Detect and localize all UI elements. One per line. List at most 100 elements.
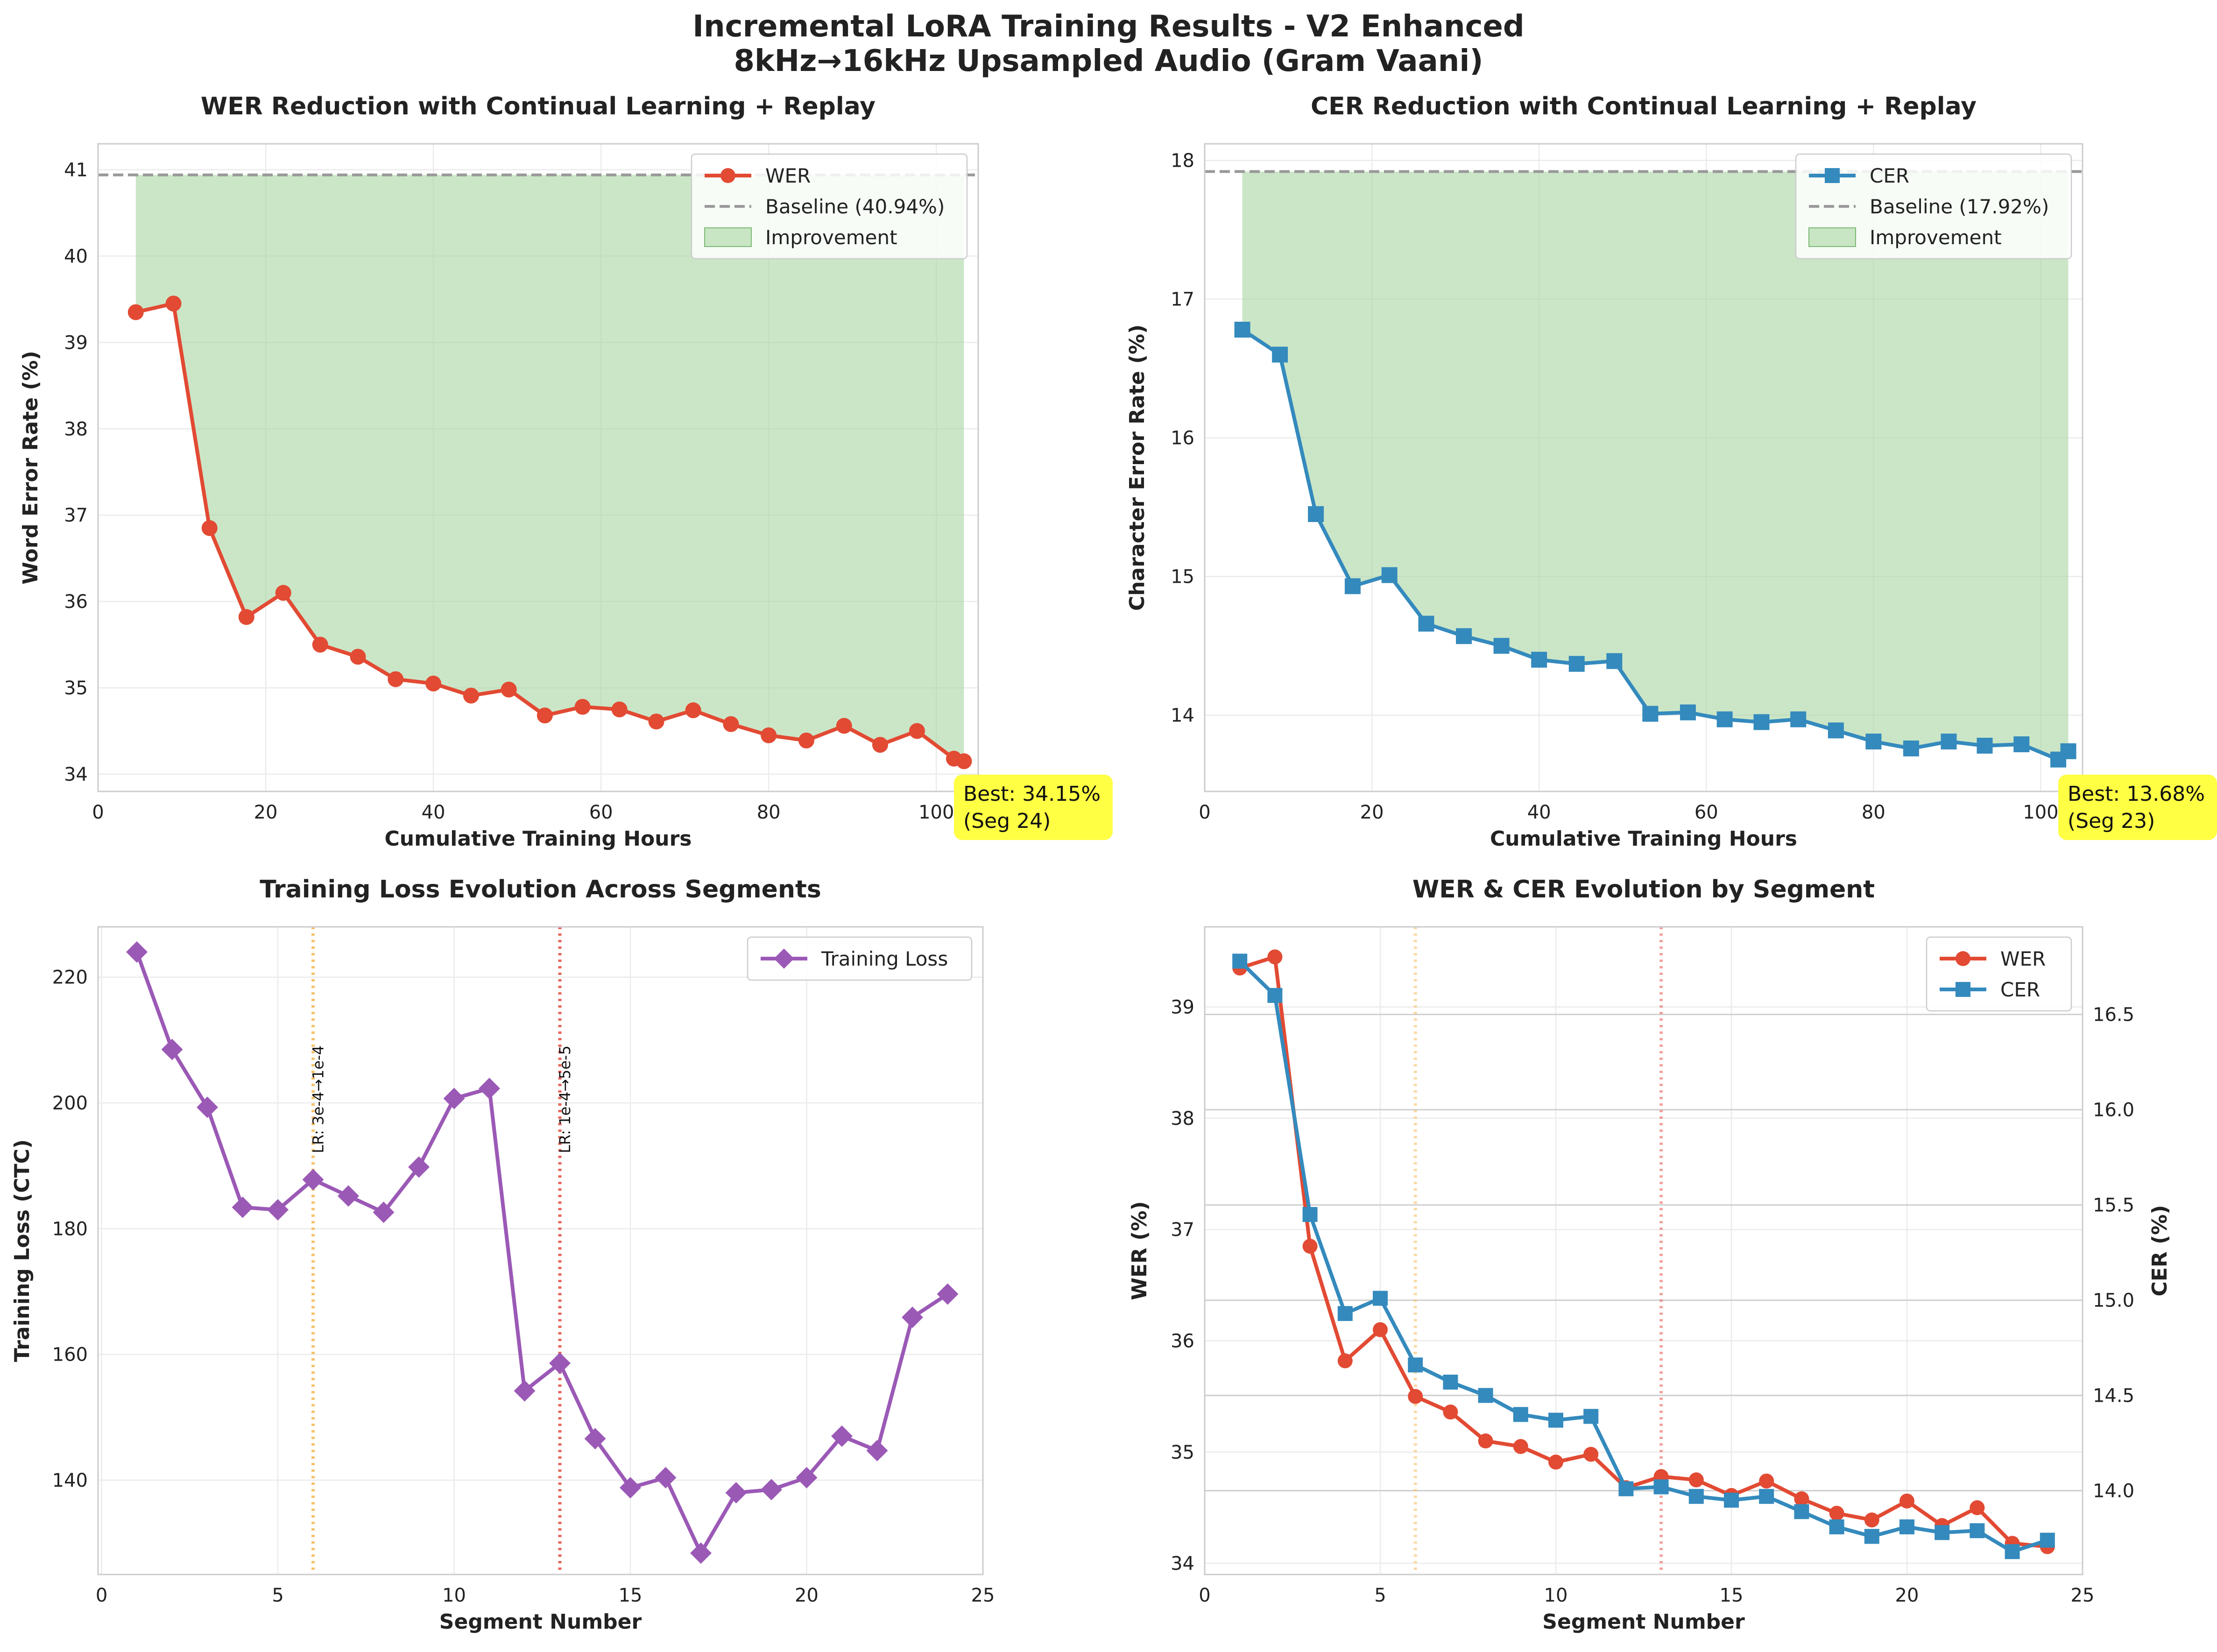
data-point	[537, 707, 553, 724]
data-point	[866, 1440, 888, 1461]
data-point	[574, 699, 591, 715]
y-tick-label: 37	[1171, 1219, 1194, 1241]
data-point	[1606, 653, 1623, 669]
data-point	[312, 636, 328, 653]
x-tick-label: 100	[918, 802, 954, 823]
x-tick-label: 80	[757, 802, 781, 823]
y-tick-label: 14	[1171, 705, 1194, 727]
y-tick-label: 38	[64, 418, 88, 440]
data-point	[685, 702, 701, 719]
figure-title-line2: 8kHz→16kHz Upsampled Audio (Gram Vaani)	[734, 44, 1483, 78]
data-point	[1531, 651, 1547, 668]
x-tick-label: 80	[1862, 802, 1885, 823]
data-point	[1234, 321, 1250, 338]
data-point	[909, 723, 925, 739]
x-tick-label: 20	[1895, 1585, 1919, 1606]
cer-hours-chart: CER Reduction with Continual Learning + …	[1125, 92, 2217, 851]
lr-marker-label: LR: 1e-4→5e-5	[556, 1045, 574, 1153]
lr-marker-label: LR: 3e-4→1e-4	[310, 1045, 327, 1153]
legend-marker	[1956, 951, 1970, 966]
y-tick-label: 180	[52, 1218, 88, 1240]
data-point	[2013, 736, 2030, 753]
wer-data-point	[1443, 1405, 1458, 1420]
cer-data-point	[1443, 1374, 1458, 1390]
y-right-tick-label: 14.5	[2093, 1385, 2134, 1407]
legend-patch	[1808, 227, 1856, 247]
y-tick-label: 34	[64, 764, 88, 785]
data-point	[1680, 704, 1696, 720]
data-point	[443, 1087, 465, 1109]
cer-data-point	[1935, 1525, 1950, 1540]
x-axis-label: Cumulative Training Hours	[1490, 827, 1797, 851]
data-point	[275, 585, 291, 601]
y-tick-label: 16	[1171, 428, 1194, 449]
data-point	[611, 701, 628, 718]
chart-title: CER Reduction with Continual Learning + …	[1311, 92, 1977, 120]
x-tick-label: 0	[1199, 1585, 1210, 1606]
y-tick-label: 35	[1171, 1442, 1194, 1463]
wer-data-point	[1583, 1447, 1599, 1462]
data-point	[1272, 346, 1288, 363]
data-point	[126, 941, 148, 963]
data-point	[1716, 711, 1733, 727]
data-point	[831, 1425, 853, 1447]
legend-marker	[720, 168, 735, 183]
x-axis-label: Segment Number	[439, 1610, 642, 1634]
data-point	[350, 649, 366, 665]
wer-data-point	[1829, 1505, 1844, 1521]
cer-data-point	[1408, 1357, 1423, 1373]
cer-data-point	[1478, 1388, 1493, 1403]
wer-data-point	[1688, 1472, 1704, 1488]
training-loss-chart: Training Loss Evolution Across Segments 0…	[10, 875, 995, 1634]
y-left-axis-label: WER (%)	[1128, 1201, 1151, 1300]
data-point	[197, 1096, 218, 1118]
x-tick-label: 20	[1360, 802, 1384, 823]
cer-data-point	[1794, 1504, 1809, 1519]
legend-label: Improvement	[765, 226, 897, 249]
y-tick-label: 41	[64, 159, 88, 181]
x-tick-label: 5	[1374, 1585, 1386, 1606]
chart-title: WER Reduction with Continual Learning + …	[201, 92, 876, 120]
x-tick-label: 0	[96, 1585, 107, 1606]
data-point	[1381, 567, 1398, 583]
data-point	[798, 732, 814, 748]
x-tick-label: 25	[971, 1585, 995, 1606]
legend-box	[1795, 153, 2072, 260]
data-point	[1865, 734, 1882, 750]
cer-data-point	[1759, 1489, 1774, 1504]
legend-label: Improvement	[1870, 226, 2002, 249]
wer-data-point	[1513, 1439, 1528, 1454]
best-annotation-line1: Best: 13.68%	[2068, 782, 2205, 806]
cer-data-point	[1618, 1481, 1634, 1497]
x-tick-label: 0	[1199, 802, 1210, 823]
cer-data-point	[1302, 1207, 1318, 1222]
legend-box	[1926, 936, 2072, 1012]
data-point	[723, 716, 739, 732]
x-tick-label: 20	[254, 802, 278, 823]
data-point	[1456, 628, 1472, 644]
y-tick-label: 40	[64, 246, 88, 267]
data-point	[1828, 722, 1844, 739]
data-point	[1977, 737, 1993, 754]
y-tick-label: 15	[1171, 566, 1194, 588]
data-point	[1941, 734, 1957, 750]
cer-data-point	[1864, 1529, 1879, 1544]
improvement-area	[1242, 171, 2069, 760]
cer-data-point	[1583, 1409, 1599, 1424]
plot-frame	[97, 926, 984, 1575]
cer-data-point	[2040, 1532, 2055, 1548]
cer-data-point	[1373, 1291, 1388, 1306]
wer-data-point	[1267, 949, 1283, 965]
data-point	[1344, 578, 1361, 594]
y-right-tick-label: 14.0	[2093, 1481, 2134, 1502]
y-tick-label: 37	[64, 505, 88, 526]
wer-data-point	[1337, 1353, 1353, 1369]
data-point	[725, 1482, 747, 1504]
x-tick-label: 25	[2071, 1585, 2095, 1606]
data-point	[690, 1542, 712, 1564]
cer-data-point	[1513, 1407, 1528, 1422]
legend-box	[691, 153, 968, 260]
improvement-area	[135, 175, 964, 762]
wer-data-point	[1970, 1500, 1985, 1516]
y-tick-label: 200	[52, 1093, 88, 1114]
